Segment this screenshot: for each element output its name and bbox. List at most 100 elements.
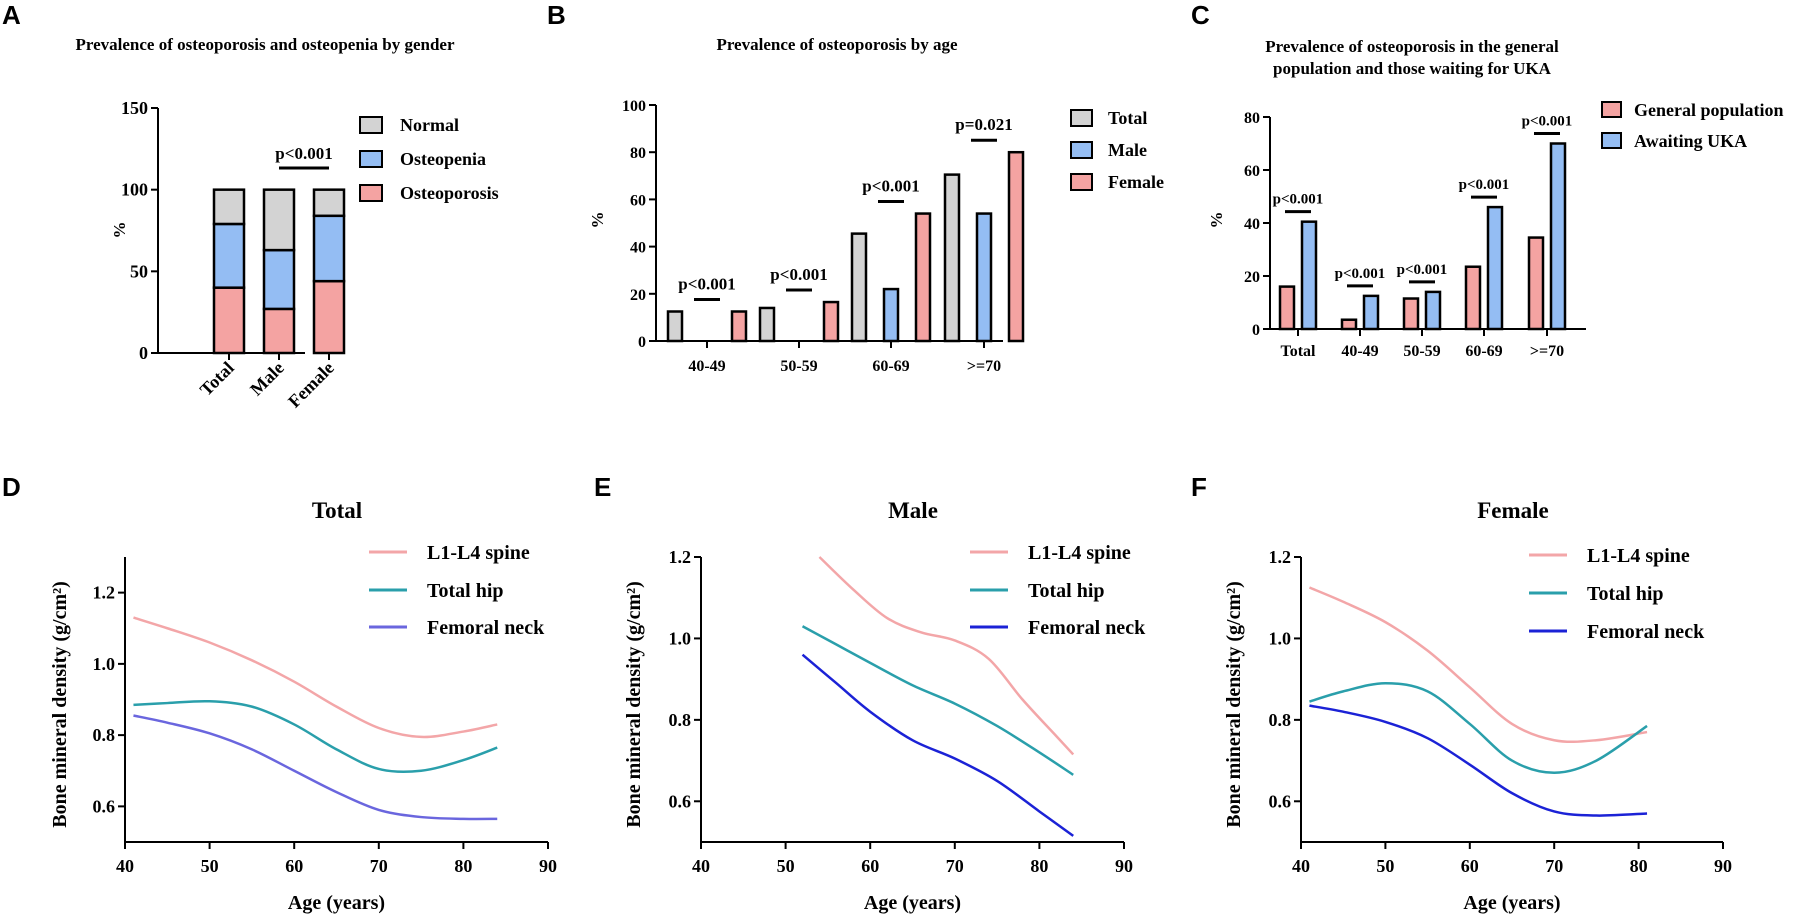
bar-osteopenia-total: [212, 222, 246, 289]
chart-panel-f: Female 0.6 0.8 1.0 1.2 40 50 60 70 80 90 Age (years…: [1223, 498, 1732, 914]
x-tick-label: 50-59: [1403, 343, 1440, 360]
legend-label-total-hip: Total hip: [1587, 583, 1664, 605]
x-tick-label: 40-49: [688, 358, 725, 375]
y-tick-label: 0: [139, 343, 148, 363]
p-value-label: p<0.001: [1459, 177, 1510, 193]
bar-osteopenia-male: [262, 248, 296, 311]
x-tick-label: 60: [861, 856, 879, 876]
x-tick-label: 50: [777, 856, 795, 876]
x-tick-label: Female: [284, 358, 338, 412]
y-tick-label: 50: [130, 261, 148, 281]
legend-swatch-uka: [1601, 132, 1622, 149]
chart-panel-e: Male 0.6 0.8 1.0 1.2 40 50 60 70 80 90 Age (years) B…: [623, 498, 1146, 914]
x-tick-label: 60-69: [872, 358, 909, 375]
legend-swatch-osteoporosis: [359, 184, 383, 202]
y-tick-label: 0.8: [1269, 710, 1292, 730]
chart-panel-a: Prevalence of osteoporosis and osteopeni…: [75, 35, 498, 411]
legend-swatch-male: [1070, 141, 1093, 159]
y-tick-label: 1.0: [1269, 628, 1292, 648]
bar-normal-total: [212, 188, 246, 226]
legend-label-total-hip: Total hip: [427, 580, 504, 602]
y-tick-label: 0.8: [669, 710, 692, 730]
x-tick-label: 50: [201, 856, 219, 876]
bar-uka-4: [1549, 142, 1567, 331]
y-axis-label: Bone mineral density (g/cm²): [623, 581, 645, 828]
x-tick-label: 40: [1292, 856, 1310, 876]
y-tick-label: 0.6: [93, 796, 116, 816]
y-tick-label: 1.0: [669, 628, 692, 648]
chart-panel-c: Prevalence of osteoporosis in the genera…: [1207, 37, 1784, 360]
p-value-label: p<0.001: [770, 265, 827, 284]
panel-label-b: B: [547, 0, 566, 30]
bar-general-3: [1464, 265, 1482, 331]
line-femoral-neck: [1309, 704, 1648, 817]
y-axis-label: %: [1207, 212, 1226, 229]
y-tick-label: 1.2: [669, 547, 692, 567]
legend-label-femoral-neck: Femoral neck: [427, 617, 545, 639]
bar-uka-2: [1424, 290, 1442, 331]
y-tick-label: 0: [1252, 322, 1260, 339]
chart-title: Prevalence of osteoporosis by age: [716, 35, 958, 54]
legend-label-total: Total: [1108, 108, 1147, 128]
line-femoral-neck: [133, 714, 498, 821]
x-tick-label: 80: [454, 856, 472, 876]
bar-general-2: [1402, 297, 1420, 331]
line-total-hip: [801, 625, 1074, 776]
panel-label-e: E: [594, 472, 611, 502]
x-tick-label: >=70: [967, 358, 1001, 375]
x-tick-label: Male: [246, 358, 288, 400]
legend-swatch-normal: [359, 116, 383, 134]
p-value-label: p<0.001: [275, 144, 332, 163]
y-tick-label: 40: [630, 240, 646, 257]
y-tick-label: 60: [630, 192, 646, 209]
bar-total-3: [943, 173, 961, 343]
legend-swatch-osteopenia: [359, 150, 383, 168]
x-axis-label: Age (years): [288, 892, 385, 914]
y-tick-label: 60: [1244, 163, 1260, 180]
x-tick-label: 90: [539, 856, 557, 876]
chart-panel-b: Prevalence of osteoporosis by age 0 20 40 60…: [588, 35, 1164, 375]
line-femoral-neck: [801, 653, 1074, 837]
bar-uka-3: [1486, 205, 1504, 331]
legend-swatch-total: [1070, 109, 1093, 127]
legend-label-normal: Normal: [400, 115, 459, 135]
x-tick-label: 70: [946, 856, 964, 876]
chart-title: Male: [888, 498, 938, 523]
line-total-hip: [1309, 681, 1648, 775]
line-l1-l4-spine: [133, 616, 498, 739]
legend-swatch-female: [1070, 173, 1093, 191]
bar-general-0: [1278, 285, 1296, 331]
y-tick-label: 40: [1244, 216, 1260, 233]
chart-title-line1: Prevalence of osteoporosis in the genera…: [1265, 37, 1559, 56]
legend-label-total-hip: Total hip: [1028, 580, 1105, 602]
bar-osteoporosis-total: [212, 286, 246, 355]
x-tick-label: Total: [1281, 343, 1317, 360]
chart-title: Prevalence of osteoporosis and osteopeni…: [75, 35, 454, 54]
x-tick-label: 70: [1545, 856, 1563, 876]
p-value-label: p<0.001: [678, 275, 735, 294]
chart-title: Female: [1477, 498, 1549, 523]
x-axis-label: Age (years): [864, 892, 961, 914]
x-tick-label: 50-59: [780, 358, 817, 375]
bar-female-0: [730, 310, 748, 343]
x-tick-label: 50: [1376, 856, 1394, 876]
x-axis-label: Age (years): [1463, 892, 1560, 914]
legend-label-general-population: General population: [1634, 100, 1784, 120]
x-tick-label: 60: [285, 856, 303, 876]
legend-label-female: Female: [1108, 172, 1164, 192]
x-tick-label: 40: [116, 856, 134, 876]
y-axis-label: %: [110, 222, 129, 239]
bar-osteoporosis-male: [262, 307, 296, 355]
x-tick-label: Total: [196, 358, 238, 400]
bar-female-1: [822, 300, 840, 343]
legend-label-l1-l4-spine: L1-L4 spine: [1587, 545, 1690, 567]
y-tick-label: 1.2: [1269, 547, 1292, 567]
p-value-label: p<0.001: [1522, 114, 1573, 130]
line-l1-l4-spine: [1308, 586, 1648, 744]
y-axis-label: %: [588, 212, 607, 229]
bar-osteoporosis-female: [312, 279, 346, 355]
x-tick-label: 60: [1461, 856, 1479, 876]
chart-panel-d: Total 0.6 0.8 1.0 1.2 40 50 60 70 80 90 Age (years)…: [49, 498, 557, 914]
y-tick-label: 0: [638, 334, 646, 351]
chart-title: Total: [312, 498, 362, 523]
